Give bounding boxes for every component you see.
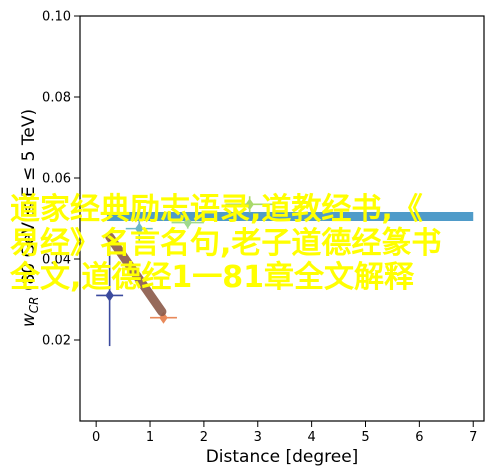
series-0-point xyxy=(105,289,114,302)
series-2-point xyxy=(183,216,192,229)
y-axis-ticks: 0.02 0.04 0.06 0.08 0.10 xyxy=(42,10,80,349)
x-tick-label-1: 1 xyxy=(146,430,154,445)
y-axis-label-rest: (80 GeV ≤ E ≤ 5 TeV) xyxy=(19,109,39,297)
x-tick-label-2: 2 xyxy=(200,430,208,445)
overlay-brown-line xyxy=(105,232,167,317)
overlay-line-3: 全文,道德经1一81章全文解释 xyxy=(9,260,415,295)
y-tick-label-2: 0.06 xyxy=(42,172,71,187)
plot-marks xyxy=(96,196,474,347)
series-1-point xyxy=(135,222,144,235)
overlay-watermark: 道家经典励志语录,道教经书,《 易经》名言名句,老子道德经篆书 全文,道德经1一… xyxy=(9,192,441,295)
series-3-point xyxy=(245,198,254,211)
y-tick-label-3: 0.08 xyxy=(42,91,71,106)
y-axis-label-sub: CR xyxy=(27,297,41,314)
x-axis-ticks: 0 1 2 3 4 5 6 7 xyxy=(92,421,477,445)
x-tick-label-0: 0 xyxy=(92,430,100,445)
y-axis-label-w: w xyxy=(19,313,39,327)
x-tick-label-3: 3 xyxy=(254,430,262,445)
x-axis-label: Distance [degree] xyxy=(206,447,359,467)
y-tick-label-4: 0.10 xyxy=(42,10,71,25)
x-tick-label-6: 6 xyxy=(415,430,423,445)
x-tick-label-4: 4 xyxy=(307,430,315,445)
x-tick-label-7: 7 xyxy=(469,430,477,445)
y-tick-label-1: 0.04 xyxy=(42,253,71,268)
plot-frame xyxy=(79,15,485,422)
x-tick-label-5: 5 xyxy=(361,430,369,445)
overlay-line-1: 道家经典励志语录,道教经书,《 xyxy=(10,192,423,227)
y-tick-label-0: 0.02 xyxy=(42,334,71,349)
y-axis-label: wCR (80 GeV ≤ E ≤ 5 TeV) xyxy=(19,109,41,327)
overlay-line-2: 易经》名言名句,老子道德经篆书 xyxy=(10,226,441,261)
